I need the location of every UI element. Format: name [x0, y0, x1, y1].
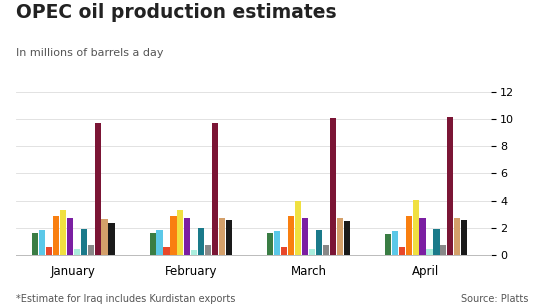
Bar	[171, 216, 177, 255]
Bar	[156, 230, 162, 255]
Bar	[309, 249, 315, 255]
Bar	[385, 234, 391, 255]
Bar	[177, 210, 184, 255]
Bar	[302, 218, 308, 255]
Bar	[316, 230, 322, 255]
Bar	[413, 200, 419, 255]
Text: OPEC oil production estimates: OPEC oil production estimates	[16, 3, 337, 22]
Bar	[94, 122, 101, 255]
Bar	[60, 210, 66, 255]
Bar	[398, 247, 405, 255]
Bar	[164, 247, 169, 255]
Bar	[184, 218, 190, 255]
Text: In millions of barrels a day: In millions of barrels a day	[16, 48, 164, 58]
Bar	[295, 201, 301, 255]
Bar	[108, 223, 114, 255]
Bar	[39, 230, 45, 255]
Bar	[88, 245, 94, 255]
Bar	[32, 233, 38, 255]
Bar	[149, 233, 156, 255]
Bar	[323, 245, 329, 255]
Bar	[74, 249, 80, 255]
Bar	[447, 116, 453, 255]
Bar	[101, 219, 107, 255]
Text: *Estimate for Iraq includes Kurdistan exports: *Estimate for Iraq includes Kurdistan ex…	[16, 294, 236, 304]
Bar	[433, 229, 439, 255]
Bar	[274, 231, 280, 255]
Bar	[267, 233, 273, 255]
Bar	[337, 218, 343, 255]
Bar	[426, 249, 433, 255]
Bar	[219, 218, 225, 255]
Bar	[461, 220, 467, 255]
Text: Source: Platts: Source: Platts	[461, 294, 529, 304]
Bar	[330, 118, 336, 255]
Bar	[46, 247, 52, 255]
Bar	[191, 250, 197, 255]
Bar	[392, 231, 398, 255]
Bar	[212, 123, 218, 255]
Bar	[53, 216, 59, 255]
Bar	[205, 245, 211, 255]
Bar	[420, 218, 426, 255]
Bar	[226, 220, 232, 255]
Bar	[66, 218, 73, 255]
Bar	[343, 221, 350, 255]
Bar	[288, 216, 294, 255]
Bar	[454, 218, 461, 255]
Bar	[281, 247, 287, 255]
Bar	[198, 228, 204, 255]
Bar	[440, 245, 446, 255]
Bar	[81, 229, 87, 255]
Bar	[405, 216, 411, 255]
